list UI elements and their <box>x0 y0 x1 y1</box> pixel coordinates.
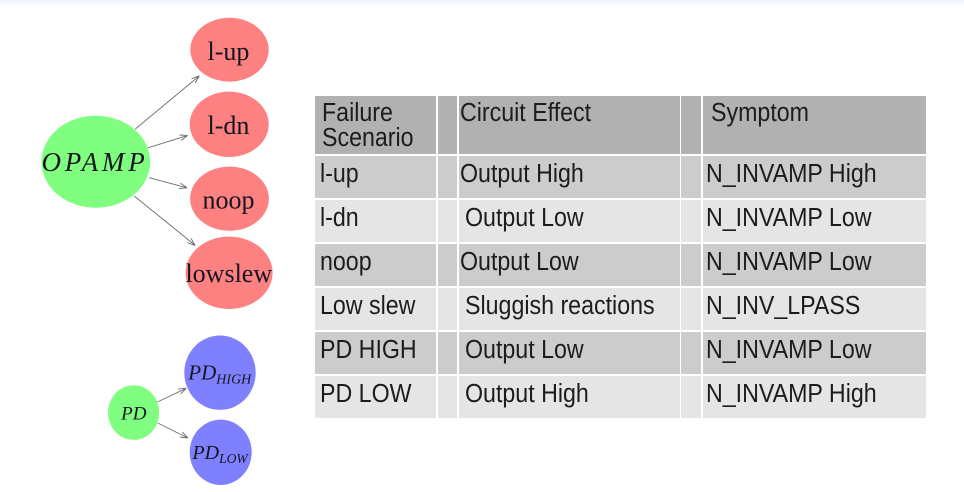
svg-text:noop: noop <box>203 185 255 214</box>
svg-text:OPAMP: OPAMP <box>42 147 149 177</box>
svg-text:l-dn: l-dn <box>208 111 250 140</box>
svg-text:l-up: l-up <box>208 37 250 66</box>
svg-text:lowslew: lowslew <box>185 259 272 288</box>
svg-text:PD: PD <box>120 403 147 424</box>
